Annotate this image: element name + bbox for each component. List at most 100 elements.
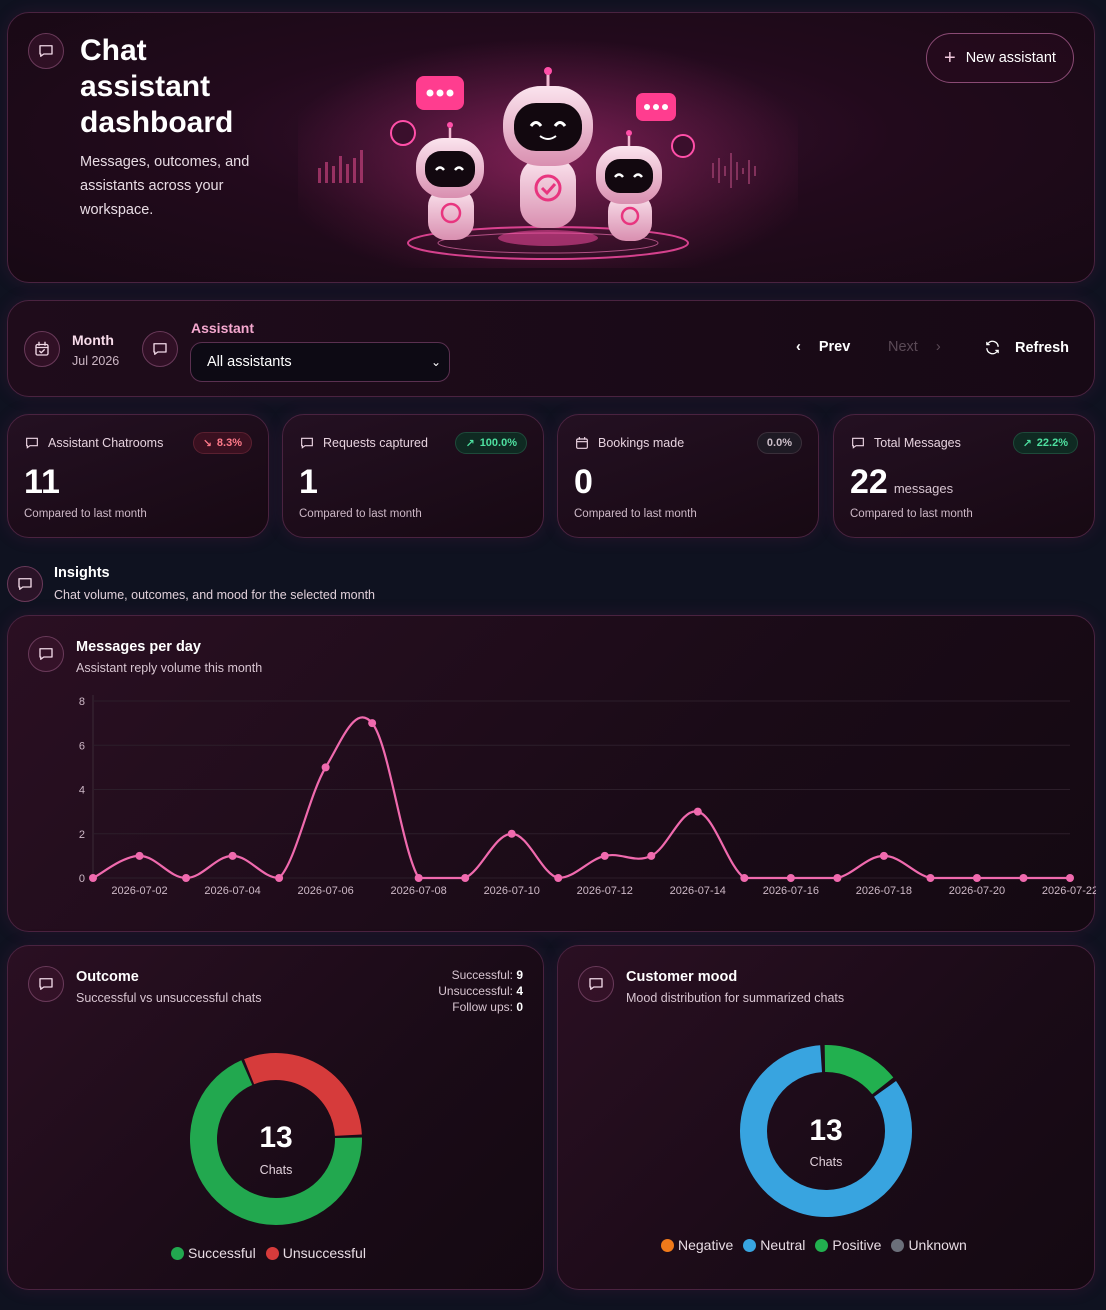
legend-label: Negative: [678, 1237, 734, 1253]
stat-label: Requests captured: [323, 436, 428, 450]
stat-unit: messages: [893, 481, 954, 496]
stat-compare: Compared to last month: [299, 508, 422, 520]
stat-number: 11: [24, 463, 60, 501]
chevron-down-icon: ⌄: [430, 355, 441, 369]
change-badge: ↗ 22.2%: [1012, 432, 1078, 454]
x-tick-label: 2026-07-08: [391, 885, 447, 897]
data-point[interactable]: [833, 874, 842, 882]
legend-item-unsuccessful[interactable]: Unsuccessful: [265, 1245, 366, 1261]
data-point[interactable]: [321, 763, 330, 772]
series-line: [92, 716, 1070, 880]
stat-compare: Compared to last month: [24, 508, 147, 520]
data-point[interactable]: [182, 874, 191, 882]
data-point[interactable]: [89, 874, 97, 882]
mood-donut-chart: [740, 1045, 912, 1217]
card-title: Outcome: [76, 969, 139, 985]
arrow-up-right-icon: ↗: [1022, 437, 1032, 450]
y-tick-label: 8: [79, 696, 85, 708]
data-point[interactable]: [786, 874, 795, 882]
data-point[interactable]: [1019, 874, 1028, 882]
arrow-up-right-icon: ↗: [465, 437, 475, 450]
legend-item-unknown[interactable]: Unknown: [891, 1237, 967, 1253]
x-tick-label: 2026-07-16: [763, 885, 819, 897]
next-button[interactable]: Next ›: [888, 339, 941, 355]
refresh-label: Refresh: [1015, 339, 1069, 356]
legend-label: Unsuccessful: [282, 1245, 366, 1261]
data-point[interactable]: [1066, 874, 1074, 882]
stat-value: 11: [24, 463, 60, 502]
card-title: Messages per day: [76, 639, 201, 655]
stat-label: Assistant Chatrooms: [48, 436, 164, 450]
y-tick-label: 4: [79, 785, 85, 797]
chevron-right-icon: ›: [935, 339, 941, 355]
donut-center-label: Chats: [809, 1155, 843, 1169]
stat-card-messages: Total Messages ↗ 22.2% 22 messages Compare…: [833, 414, 1095, 538]
data-point[interactable]: [879, 851, 888, 860]
legend-label: Neutral: [760, 1237, 806, 1253]
legend-swatch: [815, 1238, 829, 1252]
data-point[interactable]: [228, 851, 237, 860]
donut-center-value: 13: [259, 1121, 293, 1154]
data-point[interactable]: [600, 851, 609, 860]
legend-label: Successful: [188, 1245, 256, 1261]
legend-item-negative[interactable]: Negative: [661, 1237, 733, 1253]
legend-item-neutral[interactable]: Neutral: [743, 1237, 805, 1253]
prev-button[interactable]: ‹ Prev: [796, 339, 850, 355]
card-subtitle: Successful vs unsuccessful chats: [76, 991, 262, 1005]
data-point[interactable]: [461, 874, 470, 882]
data-point[interactable]: [693, 807, 702, 816]
calendar-icon[interactable]: [24, 331, 60, 367]
mood-legend: Negative Neutral Positive Unknown: [661, 1237, 967, 1253]
assistant-select[interactable]: All assistants ⌄: [190, 342, 450, 382]
slice-unsuccessful[interactable]: [244, 1053, 362, 1137]
stat-label: Bookings made: [598, 436, 685, 450]
data-point[interactable]: [135, 851, 144, 860]
chat-icon: [142, 331, 178, 367]
stat-card-bookings: Bookings made 0.0% 0 Compared to last mo…: [557, 414, 819, 538]
x-tick-label: 2026-07-06: [297, 885, 353, 897]
refresh-button[interactable]: Refresh: [984, 339, 1069, 356]
customer-mood-card: Customer mood Mood distribution for summ…: [557, 945, 1095, 1290]
month-label: Month: [72, 332, 114, 348]
x-tick-label: 2026-07-18: [856, 885, 912, 897]
prev-label: Prev: [818, 339, 851, 355]
data-point[interactable]: [972, 874, 981, 882]
data-point[interactable]: [647, 851, 656, 860]
total-unsuccessful: Unsuccessful: 4: [438, 984, 523, 998]
outcome-card: Outcome Successful vs unsuccessful chats…: [7, 945, 544, 1290]
card-title: Customer mood: [626, 969, 738, 985]
chat-icon: [578, 966, 614, 1002]
y-tick-label: 2: [79, 829, 85, 841]
stat-value: 22 messages: [850, 463, 953, 502]
change-value: 100.0%: [479, 437, 517, 449]
legend-swatch: [661, 1238, 674, 1252]
x-tick-label: 2026-07-20: [949, 885, 1005, 897]
x-tick-label: 2026-07-14: [670, 885, 726, 897]
data-point[interactable]: [740, 874, 749, 882]
legend-item-successful[interactable]: Successful: [171, 1245, 256, 1261]
messages-line-chart: 0 2 4 6 8 2026-07-02 2026-07-04 2026-07-06 2026-…: [79, 695, 1096, 897]
new-assistant-button[interactable]: + New assistant: [926, 33, 1074, 83]
change-value: 0.0%: [766, 437, 792, 449]
data-point[interactable]: [414, 874, 423, 882]
legend-label: Unknown: [908, 1237, 967, 1253]
slice-successful[interactable]: [190, 1060, 362, 1225]
x-tick-label: 2026-07-02: [111, 885, 167, 897]
messages-per-day-card: 0 2 4 6 8 2026-07-02 2026-07-04 2026-07-06 2026-…: [7, 615, 1096, 932]
data-point[interactable]: [926, 874, 935, 882]
data-point[interactable]: [507, 829, 516, 838]
chat-icon: [28, 33, 64, 69]
legend-item-positive[interactable]: Positive: [815, 1237, 881, 1253]
stat-number: 1: [299, 463, 318, 501]
legend-swatch: [171, 1246, 184, 1260]
slice-neutral[interactable]: [740, 1045, 912, 1217]
data-point[interactable]: [275, 874, 284, 882]
outcome-totals: Successful: 9 Unsuccessful: 4 Follow ups…: [438, 967, 523, 1015]
donut-center-value: 13: [809, 1114, 843, 1147]
slice-positive[interactable]: [824, 1045, 894, 1095]
stat-compare: Compared to last month: [574, 508, 697, 520]
data-point[interactable]: [554, 874, 563, 882]
data-point[interactable]: [368, 719, 377, 728]
x-tick-label: 2026-07-12: [577, 885, 633, 897]
month-value[interactable]: Jul 2026: [72, 354, 120, 368]
